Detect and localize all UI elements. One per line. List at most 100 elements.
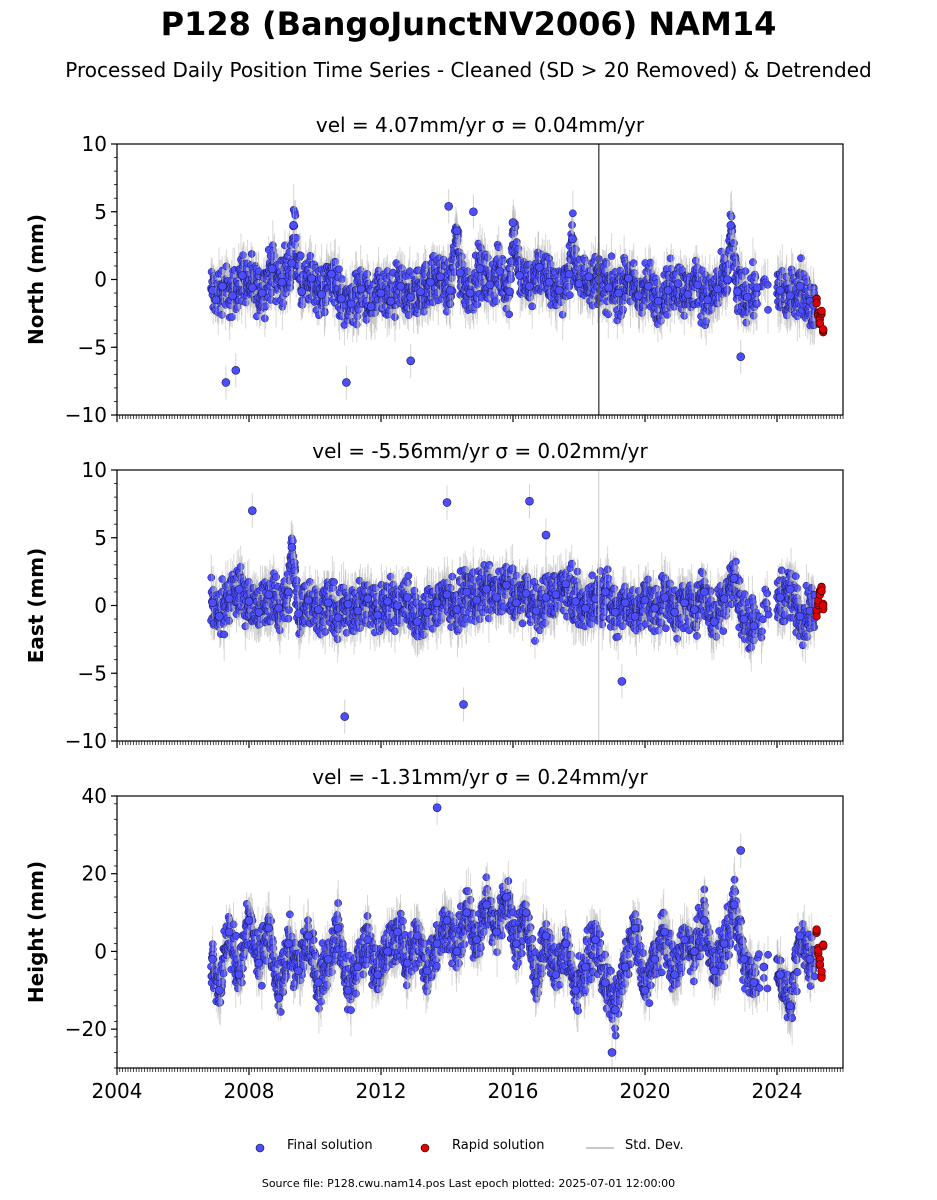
- rapid-solution-point: [812, 299, 821, 308]
- final-solution-point: [444, 202, 453, 211]
- north-y-axis-label: North (mm): [24, 214, 48, 345]
- final-solution-point: [289, 221, 298, 230]
- final-solution-point: [307, 273, 317, 283]
- final-solution-point: [469, 207, 478, 217]
- final-solution-point: [465, 288, 475, 298]
- final-solution-point: [498, 257, 507, 265]
- final-solution-point: [795, 281, 805, 291]
- final-solution-point: [568, 234, 577, 244]
- final-solution-point: [495, 267, 505, 276]
- final-solution-point: [208, 286, 217, 295]
- y-tick-label: 5: [94, 200, 107, 224]
- final-solution-point: [565, 291, 574, 299]
- final-solution-point: [386, 296, 396, 306]
- final-solution-point: [525, 281, 534, 291]
- final-solution-point: [248, 283, 257, 292]
- y-tick-label: −5: [78, 335, 107, 359]
- y-tick-label: 10: [82, 132, 107, 156]
- final-solution-point: [673, 279, 683, 288]
- final-solution-point: [426, 277, 435, 287]
- final-solution-point: [228, 291, 237, 301]
- final-solution-point: [785, 291, 795, 301]
- final-solution-point: [475, 264, 485, 273]
- final-solution-point: [604, 283, 614, 292]
- final-solution-point: [277, 277, 287, 287]
- final-solution-point: [231, 365, 241, 375]
- final-solution-point: [356, 284, 366, 294]
- final-solution-point: [416, 287, 425, 296]
- final-solution-point: [297, 287, 307, 296]
- final-solution-point: [406, 292, 416, 302]
- y-tick-label: −10: [65, 403, 107, 427]
- final-solution-point: [396, 281, 406, 291]
- final-solution-point: [508, 218, 518, 227]
- final-solution-point: [342, 378, 351, 387]
- final-solution-point: [568, 209, 577, 218]
- final-solution-point: [653, 296, 663, 306]
- final-solution-point: [723, 275, 732, 284]
- chart-subtitle: Processed Daily Position Time Series - C…: [65, 58, 872, 82]
- final-solution-point: [221, 378, 231, 387]
- final-solution-point: [736, 352, 746, 362]
- final-solution-point: [485, 280, 495, 290]
- final-solution-point: [554, 286, 564, 295]
- north-data-cloud: [207, 144, 828, 415]
- rapid-solution-point: [819, 325, 828, 334]
- final-solution-point: [752, 283, 762, 292]
- final-solution-point: [702, 317, 711, 326]
- final-solution-point: [797, 254, 805, 263]
- final-solution-point: [320, 308, 329, 317]
- final-solution-point: [220, 630, 229, 639]
- final-solution-point: [257, 288, 267, 298]
- final-solution-point: [634, 291, 643, 301]
- final-solution-point: [643, 281, 653, 291]
- final-solution-point: [287, 258, 297, 268]
- final-solution-point: [452, 226, 462, 236]
- final-solution-point: [436, 272, 445, 282]
- final-solution-point: [564, 269, 574, 279]
- east-data-cloud: [207, 470, 828, 741]
- final-solution-point: [666, 254, 675, 263]
- final-solution-point: [346, 299, 356, 309]
- final-solution-point: [505, 287, 515, 296]
- final-solution-point: [574, 279, 584, 288]
- final-solution-point: [238, 271, 247, 280]
- final-solution-point: [279, 299, 288, 307]
- final-solution-point: [445, 286, 455, 295]
- north-panel-title: vel = 4.07mm/yr σ = 0.04mm/yr: [316, 113, 645, 137]
- final-solution-point: [544, 277, 554, 287]
- final-solution-point: [291, 211, 300, 220]
- final-solution-point: [327, 269, 336, 279]
- final-solution-point: [455, 268, 465, 278]
- final-solution-point: [261, 314, 269, 323]
- final-solution-point: [713, 284, 722, 294]
- final-solution-point: [236, 562, 245, 571]
- final-solution-point: [391, 313, 399, 321]
- final-solution-point: [624, 273, 633, 283]
- final-solution-point: [317, 290, 326, 299]
- final-solution-point: [505, 310, 514, 319]
- final-solution-point: [764, 306, 772, 314]
- final-solution-point: [683, 290, 693, 299]
- final-solution-point: [703, 295, 713, 305]
- final-solution-point: [693, 280, 703, 290]
- final-solution-point: [337, 294, 346, 303]
- final-solution-point: [535, 263, 544, 272]
- final-solution-point: [584, 272, 594, 282]
- final-solution-point: [629, 259, 638, 268]
- final-solution-point: [296, 251, 305, 260]
- y-tick-label: 0: [94, 268, 107, 292]
- final-solution-point: [211, 295, 221, 305]
- final-solution-point: [742, 292, 752, 302]
- final-solution-point: [775, 286, 785, 295]
- final-solution-point: [726, 221, 736, 230]
- final-solution-point: [614, 288, 623, 298]
- final-solution-point: [515, 271, 524, 280]
- final-solution-point: [376, 288, 386, 298]
- final-solution-point: [733, 287, 742, 296]
- final-solution-point: [663, 286, 673, 295]
- final-solution-point: [366, 302, 376, 311]
- final-solution-point: [247, 250, 256, 258]
- final-solution-point: [267, 264, 277, 273]
